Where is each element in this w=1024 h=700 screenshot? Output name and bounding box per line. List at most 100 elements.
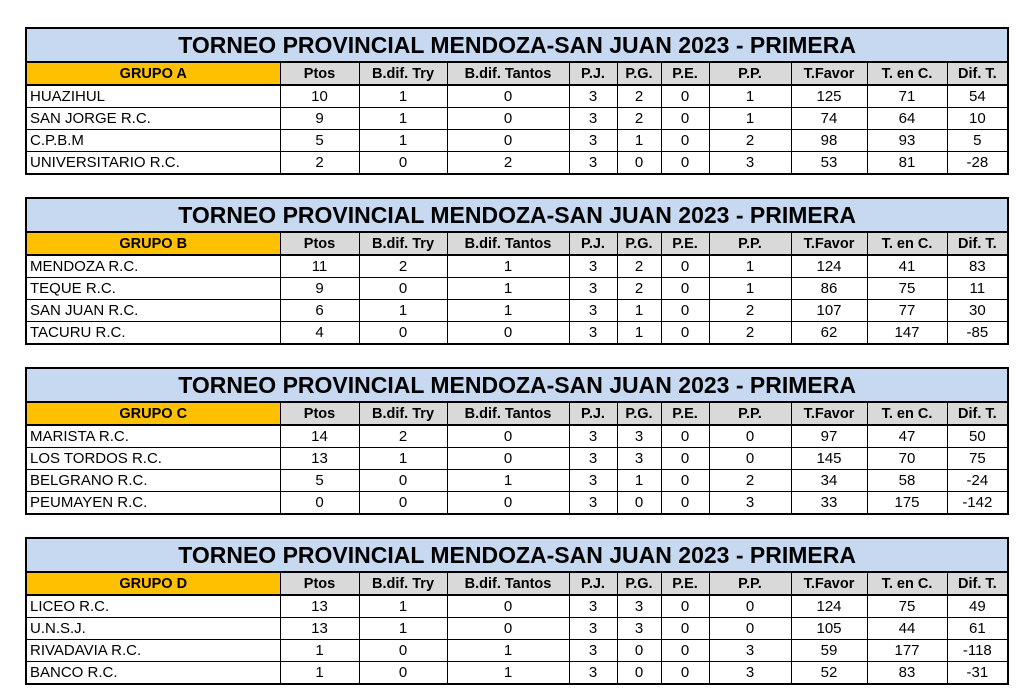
stat-cell: 3: [568, 299, 618, 322]
stat-cell: 0: [358, 151, 448, 175]
stat-cell: 50: [946, 424, 1009, 448]
column-header: P.E.: [660, 231, 710, 256]
stat-cell: 61: [946, 617, 1009, 640]
stat-cell: 107: [790, 299, 868, 322]
stat-cell: 2: [358, 254, 448, 278]
standings-table: TORNEO PROVINCIAL MENDOZA-SAN JUAN 2023 …: [25, 367, 1010, 515]
team-name: MARISTA R.C.: [25, 424, 281, 448]
stat-cell: 0: [446, 491, 570, 515]
stat-cell: 0: [446, 424, 570, 448]
stat-cell: 3: [708, 151, 792, 175]
team-name: BELGRANO R.C.: [25, 469, 281, 492]
column-header: T. en C.: [866, 61, 948, 86]
column-header: P.P.: [708, 61, 792, 86]
stat-cell: 71: [866, 84, 948, 108]
stat-cell: 13: [279, 594, 360, 618]
team-name: SAN JORGE R.C.: [25, 107, 281, 130]
stat-cell: 9: [279, 107, 360, 130]
team-name: TACURU R.C.: [25, 321, 281, 345]
stat-cell: 2: [279, 151, 360, 175]
stat-cell: 9: [279, 277, 360, 300]
stat-cell: 86: [790, 277, 868, 300]
column-header: P.G.: [616, 61, 662, 86]
stat-cell: 0: [446, 321, 570, 345]
stat-cell: 0: [358, 277, 448, 300]
stat-cell: 145: [790, 447, 868, 470]
stat-cell: 0: [660, 447, 710, 470]
stat-cell: 3: [568, 639, 618, 662]
stat-cell: 0: [616, 491, 662, 515]
team-name: BANCO R.C.: [25, 661, 281, 685]
table-row: LICEO R.C. 13 1 0 3 3 0 0 124 75 49: [25, 594, 1009, 618]
group-name: GRUPO D: [25, 571, 281, 596]
group-table-block: TORNEO PROVINCIAL MENDOZA-SAN JUAN 2023 …: [25, 537, 1010, 685]
stat-cell: 124: [790, 594, 868, 618]
stat-cell: 2: [708, 299, 792, 322]
stat-cell: 1: [708, 107, 792, 130]
stat-cell: 13: [279, 617, 360, 640]
stat-cell: 1: [708, 277, 792, 300]
stat-cell: 0: [616, 661, 662, 685]
stat-cell: 0: [708, 447, 792, 470]
stat-cell: 4: [279, 321, 360, 345]
stat-cell: 0: [358, 469, 448, 492]
stat-cell: 70: [866, 447, 948, 470]
stat-cell: 1: [446, 639, 570, 662]
stat-cell: 3: [616, 424, 662, 448]
stat-cell: 1: [616, 469, 662, 492]
table-row: MARISTA R.C. 14 2 0 3 3 0 0 97 47 50: [25, 424, 1009, 448]
stat-cell: 2: [616, 107, 662, 130]
stat-cell: 3: [568, 491, 618, 515]
stat-cell: 1: [616, 321, 662, 345]
stat-cell: 53: [790, 151, 868, 175]
stat-cell: 0: [708, 594, 792, 618]
table-row: PEUMAYEN R.C. 0 0 0 3 0 0 3 33 175 -142: [25, 491, 1009, 515]
team-name: RIVADAVIA R.C.: [25, 639, 281, 662]
table-row: TACURU R.C. 4 0 0 3 1 0 2 62 147 -85: [25, 321, 1009, 345]
stat-cell: 93: [866, 129, 948, 152]
stat-cell: 0: [660, 299, 710, 322]
stat-cell: 0: [660, 84, 710, 108]
stat-cell: 75: [866, 594, 948, 618]
stat-cell: 0: [616, 151, 662, 175]
table-row: UNIVERSITARIO R.C. 2 0 2 3 0 0 3 53 81 -28: [25, 151, 1009, 175]
stat-cell: 1: [446, 661, 570, 685]
stat-cell: 125: [790, 84, 868, 108]
column-header: B.dif. Try: [358, 61, 448, 86]
stat-cell: 3: [568, 617, 618, 640]
team-name: LOS TORDOS R.C.: [25, 447, 281, 470]
stat-cell: 3: [568, 321, 618, 345]
stat-cell: 0: [660, 491, 710, 515]
table-row: SAN JORGE R.C. 9 1 0 3 2 0 1 74 64 10: [25, 107, 1009, 130]
stat-cell: 0: [660, 151, 710, 175]
column-header: P.G.: [616, 571, 662, 596]
stat-cell: 3: [568, 254, 618, 278]
team-name: U.N.S.J.: [25, 617, 281, 640]
stat-cell: 3: [568, 277, 618, 300]
stat-cell: 0: [708, 424, 792, 448]
column-header: P.E.: [660, 61, 710, 86]
team-name: MENDOZA R.C.: [25, 254, 281, 278]
stat-cell: 0: [660, 661, 710, 685]
stat-cell: 0: [660, 107, 710, 130]
stat-cell: 0: [660, 254, 710, 278]
stat-cell: 1: [708, 84, 792, 108]
column-header: Ptos: [279, 401, 360, 426]
stat-cell: 98: [790, 129, 868, 152]
stat-cell: -28: [946, 151, 1009, 175]
stat-cell: 1: [358, 447, 448, 470]
column-header: Dif. T.: [946, 231, 1009, 256]
column-header: T. en C.: [866, 571, 948, 596]
stat-cell: 3: [708, 491, 792, 515]
table-row: BANCO R.C. 1 0 1 3 0 0 3 52 83 -31: [25, 661, 1009, 685]
stat-cell: 0: [708, 617, 792, 640]
stat-cell: 1: [446, 277, 570, 300]
table-title: TORNEO PROVINCIAL MENDOZA-SAN JUAN 2023 …: [25, 367, 1009, 403]
team-name: TEQUE R.C.: [25, 277, 281, 300]
column-header: T. en C.: [866, 401, 948, 426]
stat-cell: 2: [616, 84, 662, 108]
stat-cell: 0: [660, 424, 710, 448]
stat-cell: 3: [568, 661, 618, 685]
stat-cell: 5: [279, 129, 360, 152]
stat-cell: 33: [790, 491, 868, 515]
